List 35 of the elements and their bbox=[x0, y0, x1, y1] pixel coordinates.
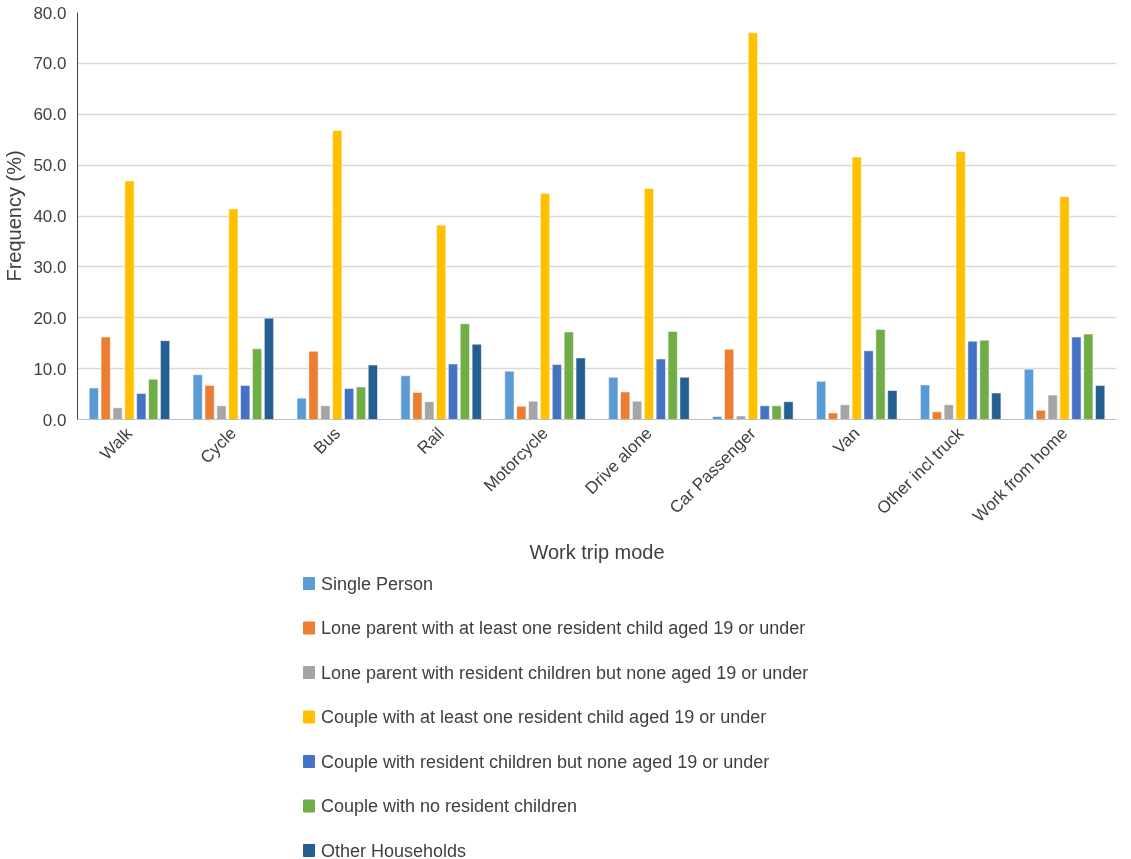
bar bbox=[816, 381, 827, 420]
bar bbox=[540, 193, 550, 420]
legend-label: Couple with resident children but none aged 19 or under bbox=[320, 751, 770, 772]
y-tick-label: 80.0 bbox=[33, 3, 67, 23]
x-tick-label: Van bbox=[829, 423, 864, 458]
y-tick-label: 50.0 bbox=[33, 156, 67, 176]
legend-label: Lone parent with resident children but none aged 19 or under bbox=[320, 662, 809, 683]
bar bbox=[632, 400, 642, 420]
bar bbox=[448, 363, 458, 420]
legend-label: Couple with at least one resident child aged 19 or under bbox=[320, 707, 767, 727]
x-tick-label: Bus bbox=[309, 423, 344, 458]
y-tick-label: 30.0 bbox=[33, 257, 67, 277]
legend-label: Single Person bbox=[320, 573, 434, 594]
y-tick-label: 10.0 bbox=[33, 359, 67, 379]
y-tick-label: 70.0 bbox=[33, 54, 67, 74]
bar bbox=[920, 384, 930, 420]
bar bbox=[736, 415, 746, 420]
x-axis-title: Work trip mode bbox=[529, 540, 665, 563]
y-tick-label: 40.0 bbox=[33, 207, 67, 226]
legend-label: Lone parent with at least one resident child aged 19 or under bbox=[320, 618, 806, 638]
bar bbox=[367, 364, 378, 420]
legend-label: Couple with no resident children bbox=[320, 796, 578, 816]
y-tick-label: 20.0 bbox=[33, 308, 67, 328]
bar bbox=[264, 318, 274, 420]
y-tick-label: 60.0 bbox=[33, 105, 67, 125]
x-tick-label: Rail bbox=[413, 423, 448, 458]
y-axis-title: Frequency (%) bbox=[3, 150, 26, 282]
bar bbox=[160, 340, 170, 420]
bar bbox=[644, 188, 654, 420]
bar bbox=[828, 412, 838, 420]
bar bbox=[552, 364, 562, 420]
legend-label: Other Households bbox=[320, 840, 467, 859]
bar bbox=[356, 386, 366, 420]
y-tick-label: 0.0 bbox=[42, 410, 67, 430]
bar bbox=[1024, 368, 1034, 420]
